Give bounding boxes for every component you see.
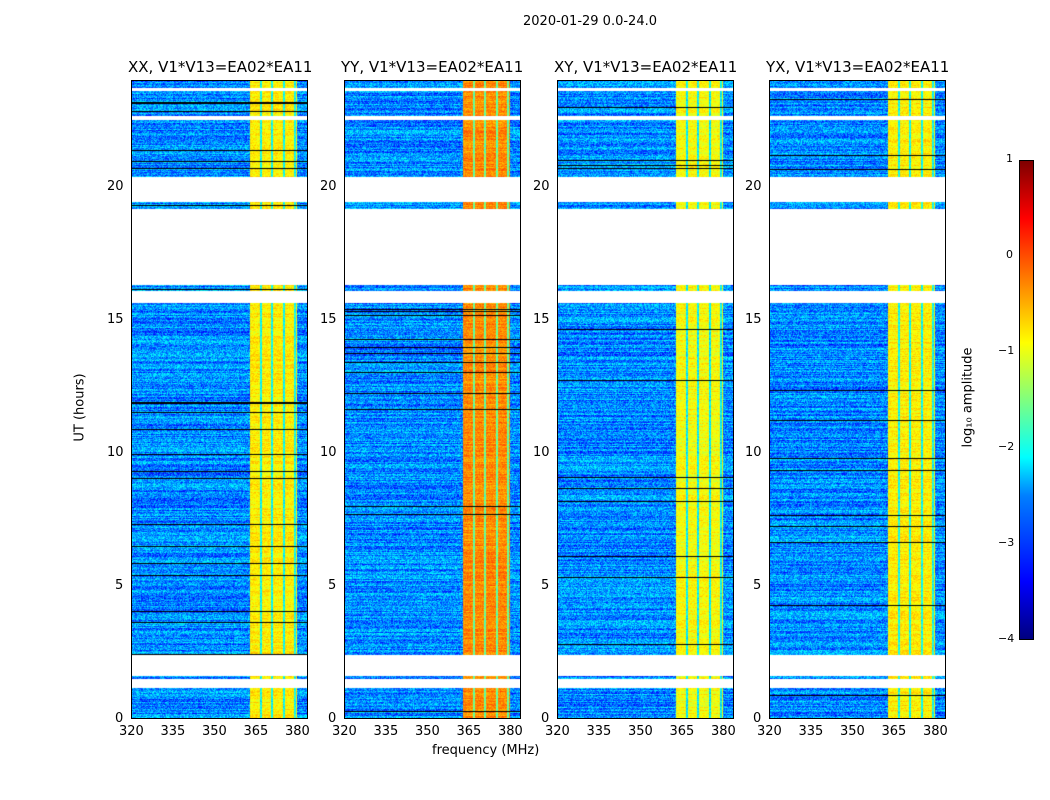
heatmap-image (770, 81, 945, 718)
y-tick-label: 10 (320, 444, 337, 460)
heatmap-panel-1 (344, 80, 521, 719)
y-tick-label: 20 (107, 178, 124, 194)
x-tick-label: 350 (839, 724, 865, 739)
y-tick-label: 5 (753, 577, 762, 593)
x-tick-label: 320 (545, 724, 570, 739)
colorbar-tick-label: −2 (998, 440, 1015, 453)
y-tick-label: 5 (328, 577, 337, 593)
x-tick-label: 335 (373, 724, 399, 739)
x-tick-label: 320 (332, 724, 357, 739)
y-tick-label: 0 (541, 711, 550, 726)
x-tick-label: 365 (669, 724, 695, 739)
y-tick-label: 5 (115, 577, 124, 593)
y-tick-label: 10 (107, 444, 124, 460)
y-tick-label: 0 (115, 711, 124, 726)
colorbar-tick-label: −4 (998, 632, 1015, 645)
x-tick-label: 365 (456, 724, 482, 739)
x-tick-label: 335 (798, 724, 824, 739)
panel-title: XX, V1*V13=EA02*EA11 (128, 58, 313, 76)
heatmap-panel-0 (131, 80, 308, 719)
y-tick-label: 20 (533, 178, 550, 194)
y-tick-label: 15 (320, 311, 337, 327)
colorbar-tick-label: 1 (1006, 152, 1013, 165)
colorbar-label: log₁₀ amplitude (960, 347, 976, 448)
heatmap-panel-3 (769, 80, 946, 719)
y-tick-label: 10 (533, 444, 550, 460)
heatmap-image (132, 81, 307, 718)
panel-title: YY, V1*V13=EA02*EA11 (341, 58, 524, 76)
y-tick-label: 15 (533, 311, 550, 327)
y-tick-label: 15 (107, 311, 124, 327)
figure-title: 2020-01-29 0.0-24.0 (523, 14, 657, 29)
panel-title: YX, V1*V13=EA02*EA11 (766, 58, 950, 76)
y-tick-label: 5 (541, 577, 550, 593)
heatmap-image (558, 81, 733, 718)
x-tick-label: 380 (284, 724, 310, 739)
y-tick-label: 20 (745, 178, 762, 194)
colorbar-tick-label: −1 (998, 344, 1015, 357)
y-tick-label: 15 (745, 311, 762, 327)
y-tick-label: 20 (320, 178, 337, 194)
x-axis-label: frequency (MHz) (432, 743, 540, 758)
x-tick-label: 380 (497, 724, 523, 739)
x-tick-label: 335 (160, 724, 186, 739)
x-tick-label: 320 (757, 724, 782, 739)
y-tick-label: 0 (328, 711, 337, 726)
x-tick-label: 365 (243, 724, 269, 739)
heatmap-panel-2 (557, 80, 734, 719)
x-tick-label: 350 (627, 724, 653, 739)
x-tick-label: 350 (201, 724, 227, 739)
colorbar (1019, 160, 1034, 640)
x-tick-label: 365 (881, 724, 907, 739)
y-axis-label: UT (hours) (72, 373, 88, 442)
x-tick-label: 350 (414, 724, 440, 739)
heatmap-image (345, 81, 520, 718)
y-tick-label: 0 (753, 711, 762, 726)
panel-title: XY, V1*V13=EA02*EA11 (554, 58, 738, 76)
x-tick-label: 335 (586, 724, 612, 739)
colorbar-tick-label: −3 (998, 536, 1015, 549)
x-tick-label: 380 (710, 724, 736, 739)
x-tick-label: 380 (922, 724, 948, 739)
x-tick-label: 320 (119, 724, 144, 739)
colorbar-tick-label: 0 (1006, 248, 1013, 261)
y-tick-label: 10 (745, 444, 762, 460)
